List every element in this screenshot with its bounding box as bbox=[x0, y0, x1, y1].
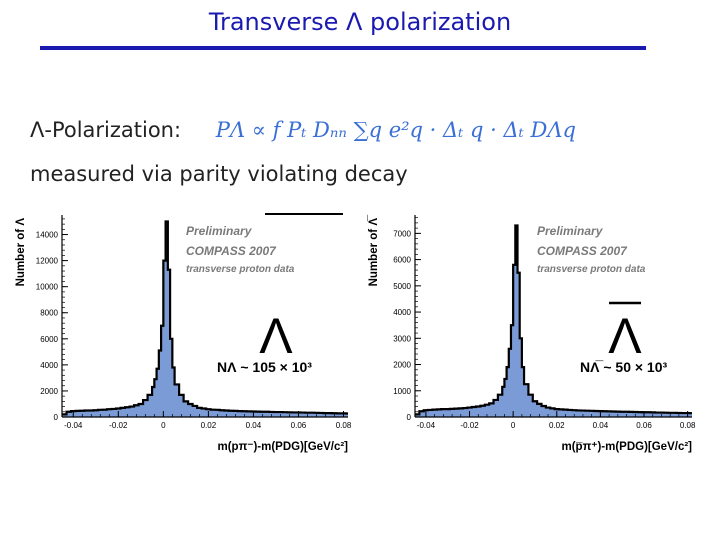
annotation-preliminary: Preliminary bbox=[537, 224, 604, 238]
y-axis-title: Number of Λ bbox=[15, 218, 27, 287]
annotation-experiment: COMPASS 2007 bbox=[186, 244, 277, 258]
particle-symbol: Λ bbox=[259, 308, 293, 364]
y-tick-label: 4000 bbox=[393, 308, 411, 317]
x-tick-label: 0 bbox=[161, 421, 166, 430]
x-tick-label: 0.02 bbox=[549, 421, 565, 430]
y-tick-label: 14000 bbox=[36, 231, 59, 240]
y-tick-label: 6000 bbox=[393, 256, 411, 265]
y-tick-label: 0 bbox=[54, 413, 59, 422]
annotation-preliminary: Preliminary bbox=[186, 224, 253, 238]
decay-subtitle: measured via parity violating decay bbox=[30, 162, 408, 186]
count-label: NΛ ~ 105 × 10³ bbox=[217, 359, 312, 375]
histogram-fill bbox=[415, 225, 692, 417]
y-tick-label: 6000 bbox=[40, 335, 58, 344]
y-tick-label: 7000 bbox=[393, 229, 411, 238]
y-axis-title: Number of Λ̅ bbox=[368, 214, 380, 286]
x-tick-label: -0.02 bbox=[460, 421, 479, 430]
y-tick-label: 8000 bbox=[40, 309, 58, 318]
slide-title: Transverse Λ polarization bbox=[208, 8, 512, 36]
overlay-frame-notch bbox=[265, 213, 343, 253]
y-tick-label: 5000 bbox=[393, 282, 411, 291]
antilambda-histogram-panel: 0 1000 2000 3000 4000 5000 6000 7000 -0.04 -0.02 0… bbox=[368, 214, 696, 453]
plot-area bbox=[415, 215, 692, 417]
x-tick-label: 0.06 bbox=[636, 421, 652, 430]
y-tick-label: 4000 bbox=[40, 361, 58, 370]
annotation-dataset: transverse proton data bbox=[186, 264, 295, 275]
annotation-dataset: transverse proton data bbox=[537, 264, 646, 275]
y-tick-label: 10000 bbox=[36, 283, 59, 292]
histogram-outline bbox=[415, 224, 692, 416]
count-label: NΛ̅ ~ 50 × 10³ bbox=[580, 359, 668, 375]
y-tick-label: 2000 bbox=[393, 361, 411, 370]
y-tick-label: 3000 bbox=[393, 334, 411, 343]
x-tick-label: 0 bbox=[511, 421, 516, 430]
x-tick-label: 0.08 bbox=[336, 421, 352, 430]
x-tick-label: 0.02 bbox=[201, 421, 217, 430]
x-tick-label: 0.04 bbox=[593, 421, 609, 430]
x-tick-label: 0.08 bbox=[680, 421, 696, 430]
formula-label: Λ-Polarization: bbox=[30, 118, 182, 142]
annotation-experiment: COMPASS 2007 bbox=[537, 244, 628, 258]
x-tick-label: -0.04 bbox=[417, 421, 436, 430]
particle-symbol: Λ bbox=[608, 308, 642, 364]
x-axis-title: m(p̅π⁺)-m(PDG)[GeV/c²] bbox=[561, 441, 692, 453]
x-tick-label: 0.04 bbox=[246, 421, 262, 430]
y-tick-label: 1000 bbox=[393, 387, 411, 396]
polarization-formula: PΛ ∝ f Pₜ Dₙₙ ∑q e²q · Δₜ q · Δₜ DΛq bbox=[215, 118, 576, 142]
x-tick-label: -0.04 bbox=[64, 421, 83, 430]
x-tick-label: 0.06 bbox=[291, 421, 307, 430]
formula-line: Λ-Polarization: PΛ ∝ f Pₜ Dₙₙ ∑q e²q · Δ… bbox=[30, 118, 576, 142]
y-tick-label: 12000 bbox=[36, 257, 59, 266]
x-axis-title: m(pπ⁻)-m(PDG)[GeV/c²] bbox=[217, 441, 348, 453]
y-tick-label: 2000 bbox=[40, 387, 58, 396]
title-underline bbox=[40, 46, 646, 50]
x-tick-label: -0.02 bbox=[109, 421, 128, 430]
y-tick-label: 0 bbox=[407, 413, 412, 422]
